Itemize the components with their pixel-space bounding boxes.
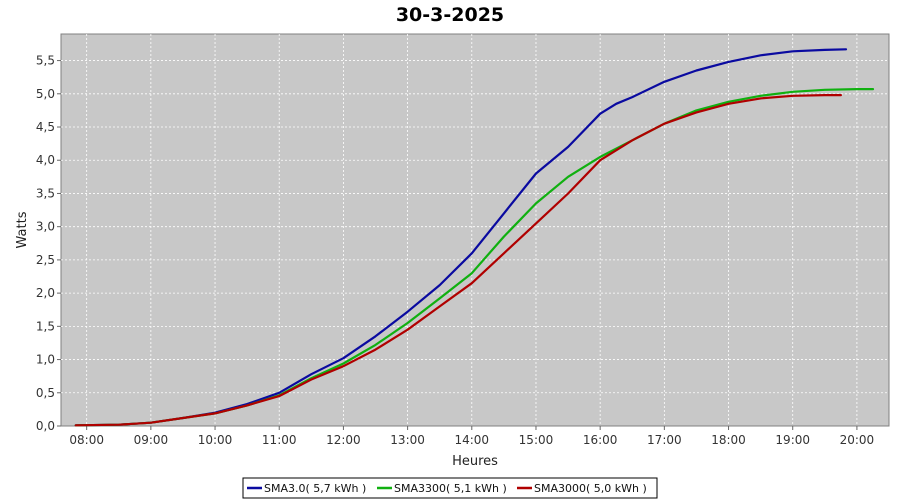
- legend-label-3: SMA3000( 5,0 kWh ): [534, 482, 647, 495]
- y-tick-label: 0,5: [36, 386, 55, 400]
- chart-title: 30-3-2025: [396, 4, 504, 26]
- y-tick-label: 4,0: [36, 153, 55, 167]
- x-tick-label: 17:00: [647, 433, 682, 447]
- series-lines: [74, 48, 875, 427]
- y-tick-label: 2,5: [36, 253, 55, 267]
- x-tick-label: 18:00: [711, 433, 746, 447]
- x-tick-label: 11:00: [262, 433, 297, 447]
- x-axis-label: Heures: [452, 454, 498, 469]
- y-tick-label: 5,5: [36, 54, 55, 68]
- x-axis-ticks: 08:00 09:00 10:00 11:00 12:00 13:00 14:00 15:00…: [69, 426, 874, 447]
- y-tick-label: 3,5: [36, 186, 55, 200]
- y-tick-label: 2,0: [36, 286, 55, 300]
- y-tick-label: 1,5: [36, 319, 55, 333]
- y-axis-label: Watts: [15, 211, 30, 248]
- x-tick-label: 19:00: [775, 433, 810, 447]
- y-tick-label: 4,5: [36, 120, 55, 134]
- x-tick-label: 16:00: [583, 433, 618, 447]
- x-tick-label: 14:00: [454, 433, 489, 447]
- series-line-3: [74, 93, 843, 427]
- grid-lines: [61, 34, 889, 426]
- y-tick-label: 5,0: [36, 87, 55, 101]
- y-tick-label: 1,0: [36, 353, 55, 367]
- legend-label-1: SMA3.0( 5,7 kWh ): [264, 482, 366, 495]
- x-tick-label: 15:00: [519, 433, 554, 447]
- legend: SMA3.0( 5,7 kWh ) SMA3300( 5,1 kWh ) SMA30…: [242, 477, 658, 499]
- x-tick-label: 13:00: [390, 433, 425, 447]
- legend-label-2: SMA3300( 5,1 kWh ): [394, 482, 507, 495]
- x-tick-label: 10:00: [198, 433, 233, 447]
- x-tick-label: 20:00: [840, 433, 875, 447]
- y-axis-ticks: 0,0 0,5 1,0 1,5 2,0 2,5 3,0 3,5 4,0 4,5 5,0 5,5: [36, 54, 61, 433]
- y-tick-label: 3,0: [36, 220, 55, 234]
- legend-box: [242, 477, 658, 499]
- x-tick-label: 09:00: [134, 433, 169, 447]
- x-tick-label: 12:00: [326, 433, 361, 447]
- x-tick-label: 08:00: [69, 433, 104, 447]
- plot-area: [60, 33, 890, 427]
- y-tick-label: 0,0: [36, 419, 55, 433]
